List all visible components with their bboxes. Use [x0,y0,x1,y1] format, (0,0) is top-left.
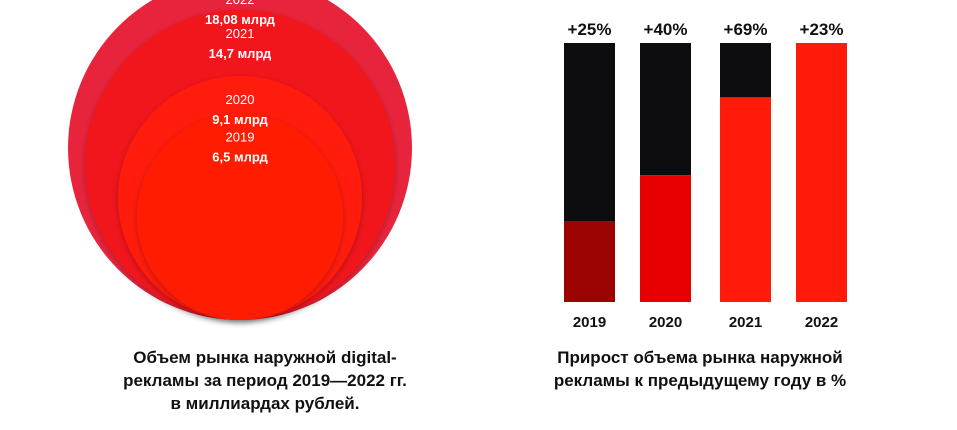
bar-chart-title: Прирост объема рынка наружной рекламы к … [500,346,900,392]
bubble-value-label: 14,7 млрд [209,46,272,61]
bar-2020 [640,175,691,302]
bar-value-label: +40% [644,20,688,39]
bubble-value-label: 18,08 млрд [205,12,276,27]
bar-remainder-2019 [564,43,615,222]
bar-category-label: 2020 [649,314,682,331]
bar-2019 [564,221,615,302]
bubble-year-label: 2020 [226,92,255,107]
bubble-title-line: в миллиардах рублей. [170,394,360,413]
bar-value-label: +23% [800,20,844,39]
bar-remainder-2020 [640,43,691,176]
bar-2022 [796,43,847,302]
bubble-title-line: рекламы за период 2019—2022 гг. [123,371,407,390]
bar-value-label: +69% [724,20,768,39]
bubble-title-line: Объем рынка наружной digital- [133,348,397,367]
bar-2021 [720,97,771,302]
bubble-year-label: 2019 [226,130,255,145]
bubble-2019 [136,113,344,321]
bubble-year-label: 2022 [226,0,255,7]
bubble-year-label: 2021 [226,26,255,41]
bar-value-label: +25% [568,20,612,39]
bubble-value-label: 9,1 млрд [212,112,268,127]
bar-category-label: 2019 [573,314,606,331]
bar-category-label: 2022 [805,314,838,331]
bubble-value-label: 6,5 млрд [212,150,268,165]
bar-category-label: 2021 [729,314,762,331]
bar-remainder-2021 [720,43,771,98]
bubble-chart-title: Объем рынка наружной digital- рекламы за… [70,346,460,415]
bar-title-line: рекламы к предыдущему году в % [553,371,847,390]
bar-title-line: Прирост объема рынка наружной [557,348,843,367]
